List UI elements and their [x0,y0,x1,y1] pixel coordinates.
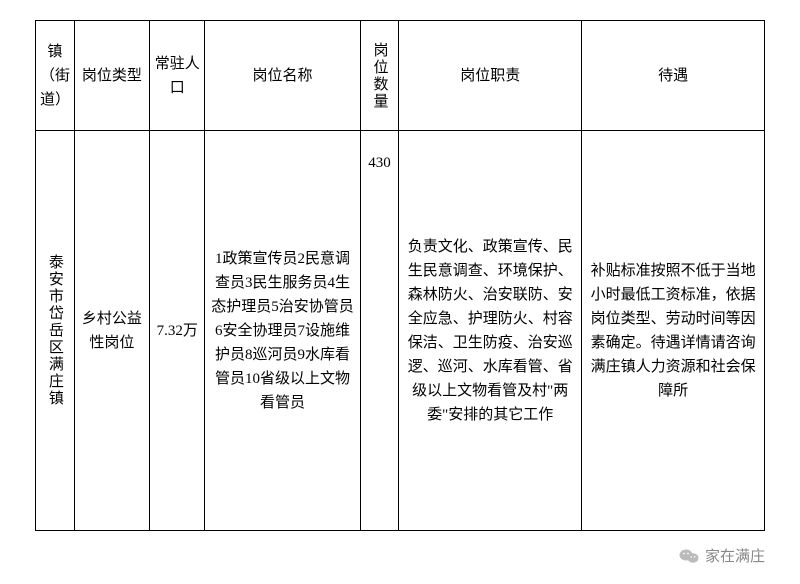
header-quantity: 岗位数量 [360,21,399,131]
table-body: 泰安市岱岳区满庄镇 乡村公益性岗位 7.32万 1政策宣传员2民意调查员3民生服… [36,131,765,531]
header-row: 镇（街道） 岗位类型 常驻人口 岗位名称 岗位数量 岗位职责 待遇 [36,21,765,131]
header-type: 岗位类型 [74,21,149,131]
positions-table: 镇（街道） 岗位类型 常驻人口 岗位名称 岗位数量 岗位职责 待遇 泰安市岱岳区… [35,20,765,531]
table-header: 镇（街道） 岗位类型 常驻人口 岗位名称 岗位数量 岗位职责 待遇 [36,21,765,131]
cell-duties: 负责文化、政策宣传、民生民意调查、环境保护、森林防火、治安联防、安全应急、护理防… [399,131,582,531]
table-container: 镇（街道） 岗位类型 常驻人口 岗位名称 岗位数量 岗位职责 待遇 泰安市岱岳区… [0,0,800,551]
header-town: 镇（街道） [36,21,75,131]
wechat-icon [679,548,699,564]
cell-quantity: 430 [360,131,399,531]
cell-population: 7.32万 [150,131,205,531]
header-duties: 岗位职责 [399,21,582,131]
table-row: 泰安市岱岳区满庄镇 乡村公益性岗位 7.32万 1政策宣传员2民意调查员3民生服… [36,131,765,531]
cell-positions: 1政策宣传员2民意调查员3民生服务员4生态护理员5治安协管员6安全协理员7设施维… [205,131,360,531]
header-population: 常驻人口 [150,21,205,131]
header-treatment: 待遇 [582,21,765,131]
cell-type: 乡村公益性岗位 [74,131,149,531]
cell-treatment: 补贴标准按照不低于当地小时最低工资标准，依据岗位类型、劳动时间等因素确定。待遇详… [582,131,765,531]
cell-town: 泰安市岱岳区满庄镇 [36,131,75,531]
source-text: 家在满庄 [705,545,765,566]
header-position-name: 岗位名称 [205,21,360,131]
source-attribution: 家在满庄 [679,545,765,566]
